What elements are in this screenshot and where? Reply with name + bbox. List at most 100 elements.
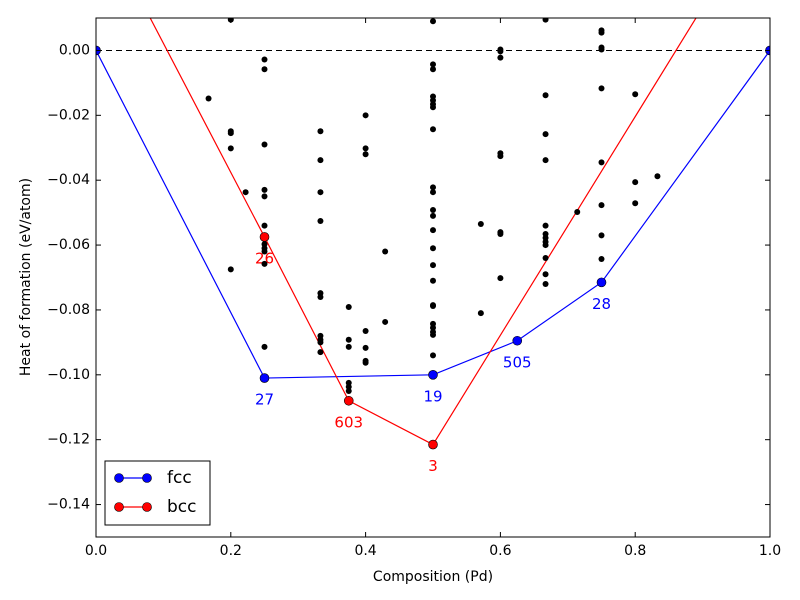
scatter-point: [362, 344, 369, 351]
x-tick-label: 0.2: [220, 543, 242, 559]
scatter-point: [430, 227, 436, 234]
frame: [95, 17, 771, 538]
scatter-point: [497, 231, 504, 238]
scatter-point: [542, 242, 549, 249]
scatter-point: [430, 126, 436, 133]
scatter-point: [598, 46, 605, 53]
scatter-point: [430, 277, 436, 284]
scatter-point: [574, 208, 581, 215]
scatter-point: [261, 260, 268, 267]
scatter-point: [598, 29, 605, 36]
scatter-point: [362, 145, 369, 152]
scatter-point: [345, 383, 352, 390]
scatter-point: [261, 343, 268, 350]
scatter-point: [362, 359, 369, 366]
scatter-point: [430, 352, 436, 359]
scatter-point: [430, 324, 436, 331]
scatter-point: [227, 145, 234, 152]
scatter-point: [261, 141, 268, 148]
scatter-point: [477, 310, 484, 317]
scatter-point: [317, 349, 324, 356]
scatter-point: [632, 91, 639, 98]
point-marker: [428, 439, 438, 450]
scatter-point: [430, 104, 436, 111]
point-label: 19: [423, 387, 442, 405]
y-tick-label: −0.02: [47, 107, 90, 123]
point-label: 28: [592, 295, 611, 313]
point-label: 27: [255, 391, 274, 409]
scatter-point: [497, 275, 504, 282]
scatter-point: [542, 255, 549, 262]
scatter-point: [382, 248, 389, 255]
x-tick-label: 1.0: [759, 543, 781, 559]
scatter-point: [261, 248, 268, 255]
y-tick-label: −0.04: [47, 172, 90, 188]
point-label: 26: [255, 249, 274, 267]
scatter-point: [542, 280, 549, 287]
point-marker: [343, 395, 354, 406]
plot-area: 27 19 505 28 26 603 3: [96, 18, 770, 475]
scatter-point: [261, 186, 268, 193]
legend-marker: [114, 502, 124, 512]
scatter-point: [430, 18, 436, 25]
point-marker: [596, 277, 607, 288]
point-label: 603: [334, 413, 363, 431]
scatter-point: [317, 218, 324, 225]
legend-label: fcc: [167, 468, 192, 488]
y-tick-label: −0.14: [47, 497, 90, 513]
legend-marker: [142, 502, 152, 512]
series-line: [96, 50, 770, 379]
scatter-point: [430, 184, 436, 191]
scatter-point: [430, 245, 436, 252]
point-marker: [259, 232, 270, 242]
scatter-point: [317, 293, 324, 300]
scatter-point: [632, 200, 639, 207]
legend-marker: [142, 473, 152, 483]
scatter-point: [430, 61, 436, 68]
scatter-point: [542, 157, 549, 164]
scatter-point: [598, 159, 605, 166]
legend-box: [104, 460, 211, 526]
scatter-point: [598, 85, 605, 92]
scatter-point: [242, 189, 249, 196]
point-label: 505: [503, 353, 532, 371]
y-tick-label: −0.10: [47, 367, 90, 383]
scatter-point: [227, 266, 234, 273]
scatter-point: [261, 241, 268, 248]
scatter-point: [497, 48, 504, 55]
scatter-point: [598, 202, 605, 209]
scatter-point: [317, 157, 324, 164]
scatter-point: [430, 66, 436, 73]
scatter-point: [542, 92, 549, 99]
scatter-point: [261, 193, 268, 200]
scatter-point: [261, 222, 268, 229]
x-axis-label: Composition (Pd): [373, 569, 493, 585]
scatter-point: [430, 331, 436, 338]
scatter-point: [542, 222, 549, 229]
scatter-point: [430, 212, 436, 219]
scatter-point: [362, 112, 369, 119]
scatter-point: [261, 56, 268, 63]
scatter-point: [345, 304, 352, 311]
scatter-point: [430, 189, 436, 196]
scatter-point: [598, 232, 605, 239]
scatter-point: [261, 66, 268, 73]
y-tick-label: −0.12: [47, 432, 90, 448]
scatter-point: [362, 151, 369, 158]
point-marker: [512, 335, 523, 346]
scatter-point: [598, 256, 605, 263]
y-axis-label: Heat of formation (eV/atom): [18, 178, 34, 376]
scatter-point: [542, 271, 549, 278]
x-tick-label: 0.8: [624, 543, 646, 559]
legend: fcc bcc: [104, 460, 211, 526]
axes: 0.0 0.2 0.4 0.6 0.8 1.0 0.00 −0.02 −0.04 −0.06 −0.…: [47, 18, 781, 559]
scatter-point: [317, 189, 324, 196]
y-tick-label: −0.06: [47, 237, 90, 253]
scatter-point: [430, 303, 436, 310]
scatter-point: [542, 18, 549, 23]
scatter-point: [317, 339, 324, 346]
scatter-point: [345, 388, 352, 395]
point-label: 3: [428, 457, 438, 475]
point-marker: [428, 370, 438, 380]
x-tick-label: 0.6: [489, 543, 511, 559]
